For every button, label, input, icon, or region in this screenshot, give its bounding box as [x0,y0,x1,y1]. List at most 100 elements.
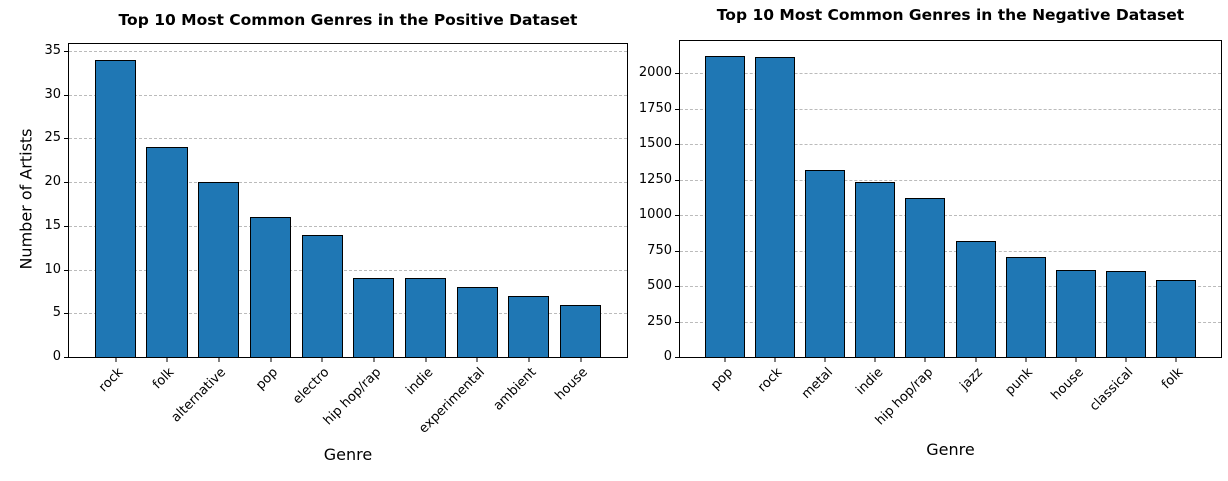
x-tick-label: classical [1087,365,1137,415]
gridline [680,108,1221,110]
y-tick-mark [675,73,679,75]
x-tick-mark [218,358,220,362]
y-tick-label: 10 [44,261,61,277]
x-tick-label: folk [150,365,178,393]
y-tick-mark [675,321,679,323]
x-tick-mark [321,358,323,362]
y-tick-label: 20 [44,174,61,190]
bar-hip-hop-rap [905,198,946,357]
x-tick-label: folk [1159,365,1187,393]
bar-experimental [456,287,498,357]
x-tick-mark [425,358,426,362]
x-tick-mark [874,358,876,362]
y-tick-label: 1750 [638,100,672,116]
x-tick-mark [924,358,926,362]
y-tick-label: 0 [52,349,61,365]
y-tick-mark [64,269,68,271]
gridline [680,215,1221,217]
x-tick-mark [1175,358,1177,362]
y-tick-mark [64,182,68,184]
x-tick-mark [1025,358,1027,362]
x-tick-label: alternative [169,365,230,426]
y-tick-label: 1000 [638,207,672,223]
y-tick-mark [64,313,68,315]
y-tick-mark [675,108,679,110]
bar-indie [855,182,896,357]
y-tick-label: 35 [44,43,61,59]
x-tick-label: metal [798,365,836,403]
x-tick-label: electro [290,365,333,408]
bar-folk [1155,280,1196,357]
x-tick-mark [528,358,530,362]
x-tick-mark [774,358,776,362]
bar-jazz [955,240,996,357]
y-tick-label: 1250 [638,171,672,187]
bar-hip-hop-rap [353,278,395,357]
x-tick-mark [166,358,168,362]
y-tick-label: 0 [663,349,672,365]
y-tick-label: 5 [52,305,61,321]
bar-alternative [198,182,240,357]
negative-chart-title: Top 10 Most Common Genres in the Negativ… [716,6,1185,24]
bar-rock [94,59,137,357]
y-tick-label: 2000 [638,65,672,81]
x-tick-label: punk [1002,365,1037,399]
y-tick-mark [675,250,679,252]
gridline [69,138,627,140]
y-tick-label: 1500 [638,136,672,152]
bar-folk [146,147,188,357]
y-tick-mark [64,138,68,140]
x-tick-label: rock [95,365,127,396]
gridline [69,313,627,315]
bar-ambient [508,295,550,357]
positive-chart-title: Top 10 Most Common Genres in the Positiv… [118,11,578,29]
x-tick-label: pop [707,365,736,393]
y-tick-mark [675,286,679,288]
gridline [69,225,627,227]
x-tick-label: rock [755,365,786,396]
gridline [680,250,1221,252]
negative-plot-area: 0 250 500 750 1000 1250 1500 1750 2000 pop rock met… [639,40,1222,428]
gridline [680,179,1221,181]
y-tick-label: 500 [647,278,672,294]
gridline [69,94,627,96]
gridline [680,286,1221,288]
y-tick-mark [675,215,679,217]
bar-house [1055,270,1096,357]
positive-y-axis-label: Number of Artists [16,128,36,270]
gridline [680,144,1221,146]
y-tick-mark [675,144,679,146]
y-tick-mark [64,357,68,358]
gridline [69,50,627,52]
bar-metal [805,169,846,357]
x-tick-label: pop [253,365,282,393]
x-tick-label: indie [403,365,437,399]
y-tick-label: 30 [44,86,61,102]
x-tick-label: house [552,365,592,404]
positive-plot-area: 0 5 10 15 20 25 30 35 rock folk alternative pop elec… [44,43,628,437]
y-tick-label: 250 [647,313,672,329]
x-tick-mark [1125,358,1127,362]
negative-x-axis-label: Genre [926,440,975,459]
x-tick-label: indie [852,365,886,399]
x-tick-mark [115,358,116,362]
x-tick-label: jazz [957,365,987,394]
y-tick-mark [64,94,68,96]
gridline [69,182,627,184]
gridline [69,269,627,271]
bar-electro [301,234,343,357]
y-tick-mark [64,225,68,227]
x-tick-mark [724,358,726,362]
x-tick-mark [476,358,478,362]
x-tick-mark [824,358,826,362]
x-tick-mark [270,358,271,362]
bar-indie [404,278,447,357]
y-tick-label: 25 [44,130,61,146]
bar-pop [705,56,746,357]
x-tick-mark [580,358,581,362]
x-tick-label: ambient [490,365,540,414]
y-tick-label: 15 [44,218,61,234]
y-tick-label: 750 [647,242,672,258]
bar-pop [249,217,292,357]
